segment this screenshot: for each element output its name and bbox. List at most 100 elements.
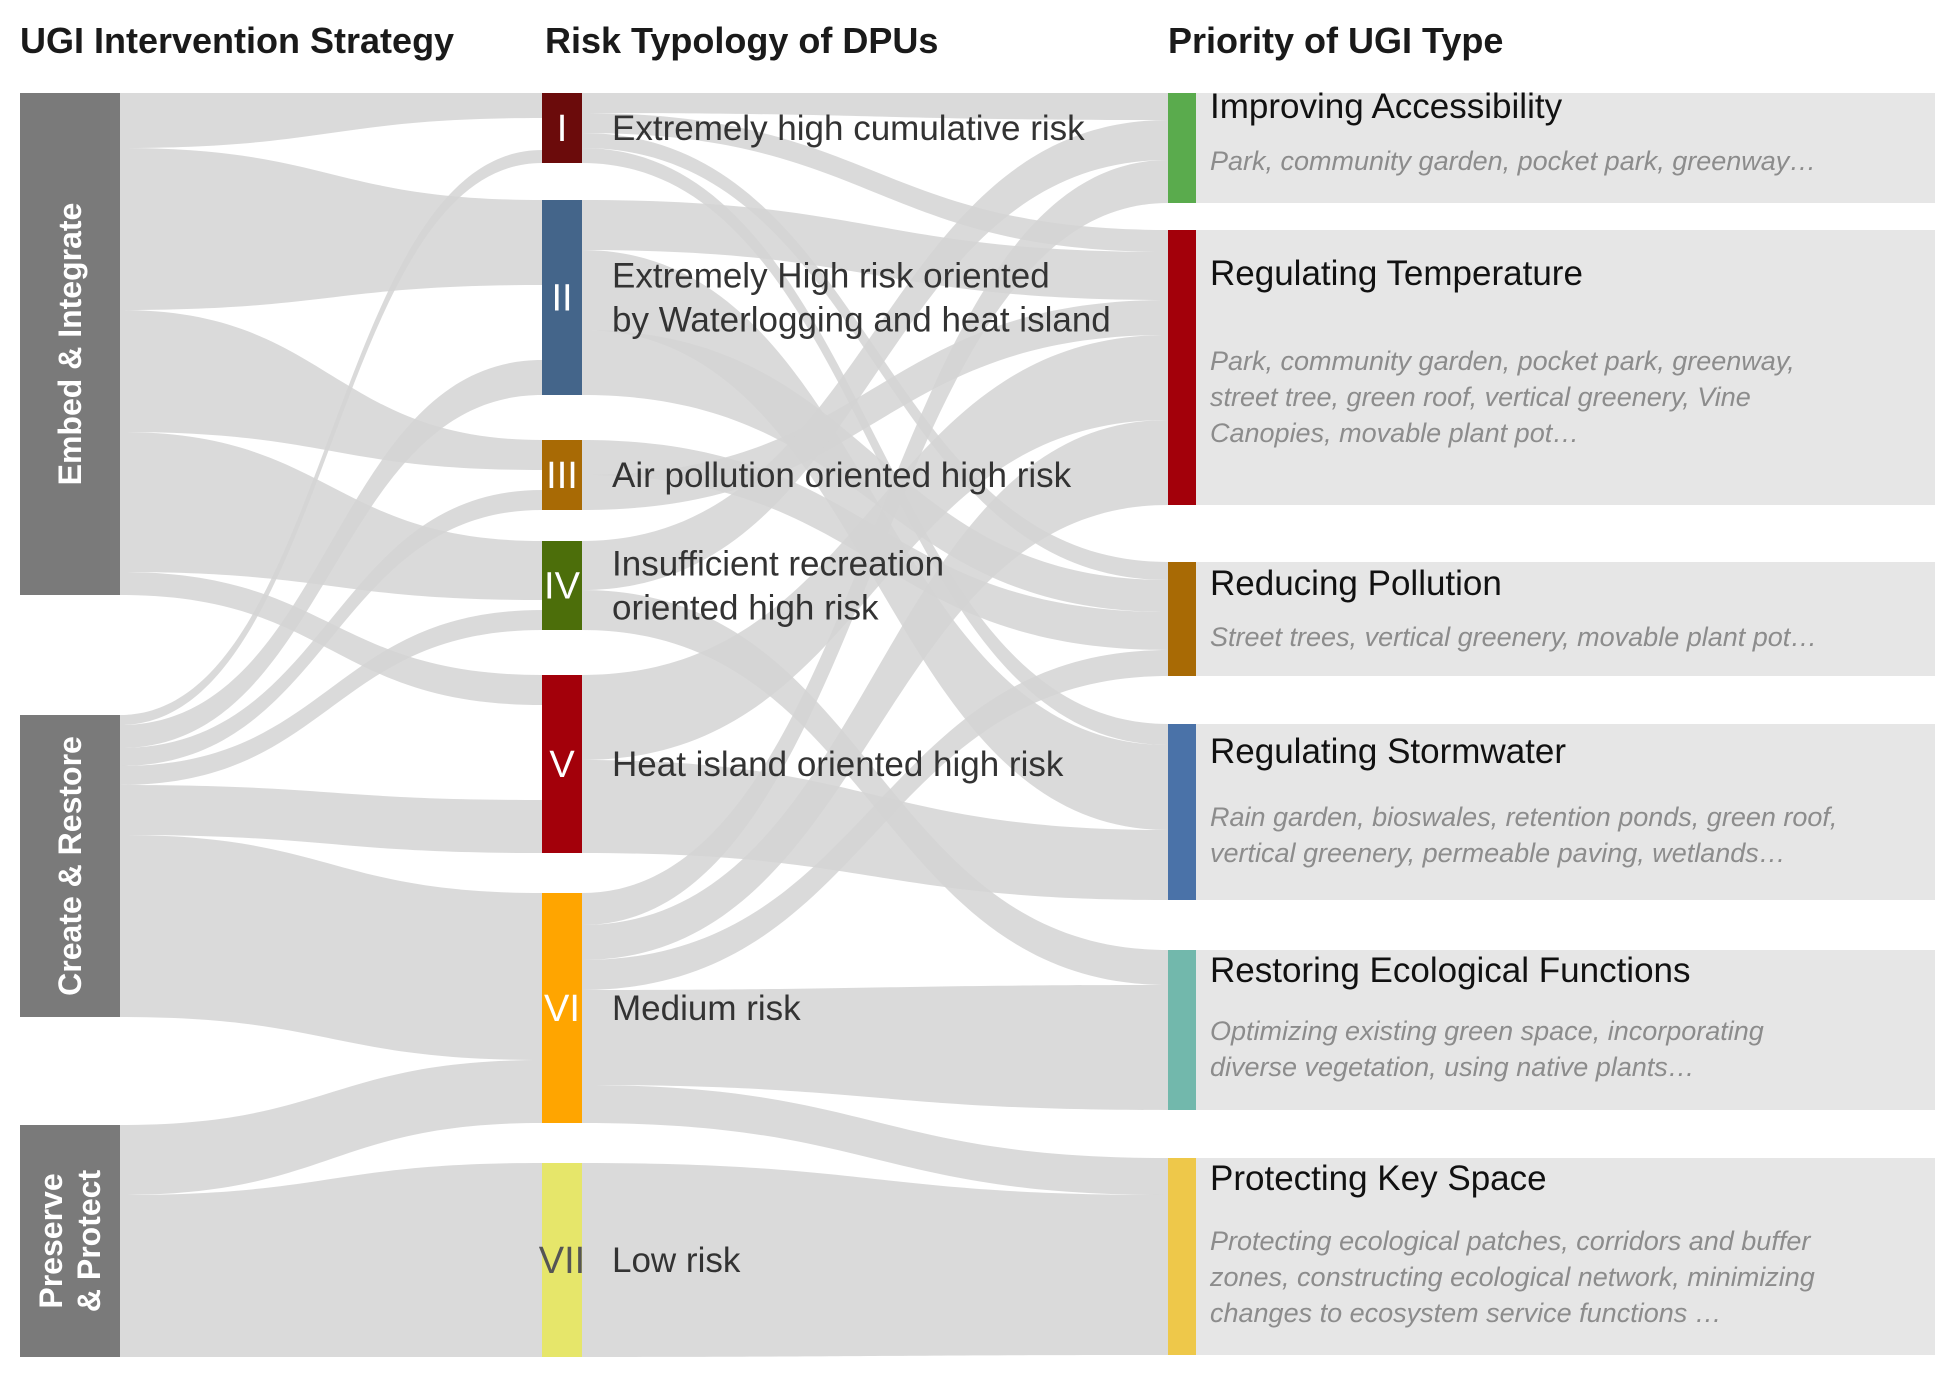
risk-label-IV: Insufficient recreation oriented high ris… bbox=[612, 545, 944, 628]
priority-node-temp bbox=[1168, 230, 1196, 505]
strategy-label-line: Create & Restore bbox=[52, 736, 88, 996]
risk-numeral-VII: VII bbox=[539, 1240, 585, 1282]
flow-links bbox=[120, 93, 1168, 1357]
priority-title-key: Protecting Key Space bbox=[1210, 1159, 1547, 1198]
priority-desc-eco: Optimizing existing green space, incorpo… bbox=[1210, 1016, 1764, 1082]
flow-risk-VI-to-pollution bbox=[582, 650, 1168, 990]
priority-desc-line: Protecting ecological patches, corridors… bbox=[1210, 1226, 1811, 1256]
risk-numeral-II: II bbox=[551, 278, 572, 320]
risk-node-VI bbox=[542, 893, 582, 1123]
priority-node-eco bbox=[1168, 950, 1196, 1110]
priority-desc-line: Park, community garden, pocket park, gre… bbox=[1210, 346, 1795, 376]
priority-desc-line: changes to ecosystem service functions … bbox=[1210, 1298, 1722, 1328]
risk-node-III bbox=[542, 440, 582, 510]
flow-embed-to-risk-II bbox=[120, 148, 542, 310]
flow-risk-I-to-access bbox=[582, 93, 1168, 120]
risk-label-line: Extremely High risk oriented bbox=[612, 257, 1050, 296]
risk-label-VI: Medium risk bbox=[612, 989, 801, 1028]
strategy-column-title: UGI Intervention Strategy bbox=[20, 20, 454, 61]
node-labels: Embed & Integrate Create & Restore Preserv… bbox=[33, 87, 1837, 1328]
risk-node-VII bbox=[542, 1163, 582, 1357]
strategy-node-embed bbox=[20, 93, 120, 595]
strategy-label-preserve: Preserve& Protect bbox=[33, 1170, 107, 1313]
flow-create-to-risk-VI bbox=[120, 835, 542, 1060]
priority-title-storm: Regulating Stormwater bbox=[1210, 732, 1566, 771]
priority-desc-storm: Rain garden, bioswales, retention ponds,… bbox=[1210, 802, 1837, 868]
risk-column-title: Risk Typology of DPUs bbox=[545, 20, 938, 61]
strategy-label-create: Create & Restore bbox=[52, 736, 88, 996]
strategy-label-line: Embed & Integrate bbox=[52, 203, 88, 486]
priority-desc-pollution: Street trees, vertical greenery, movable… bbox=[1210, 622, 1817, 652]
priority-panel-eco bbox=[1168, 950, 1935, 1110]
priority-desc-line: Optimizing existing green space, incorpo… bbox=[1210, 1016, 1764, 1046]
flow-create-to-risk-I bbox=[120, 150, 542, 725]
priority-desc-line: diverse vegetation, using native plants… bbox=[1210, 1052, 1695, 1082]
risk-label-V: Heat island oriented high risk bbox=[612, 745, 1064, 784]
flow-risk-VII-to-key bbox=[582, 1163, 1168, 1357]
priority-title-access: Improving Accessibility bbox=[1210, 87, 1563, 126]
priority-panel-key bbox=[1168, 1158, 1935, 1355]
risk-label-line: Heat island oriented high risk bbox=[612, 745, 1064, 784]
risk-node-I bbox=[542, 93, 582, 163]
flow-risk-VI-to-access bbox=[582, 160, 1168, 925]
strategy-node-preserve bbox=[20, 1125, 120, 1357]
priority-column-title: Priority of UGI Type bbox=[1168, 20, 1503, 61]
priority-title-pollution: Reducing Pollution bbox=[1210, 564, 1502, 603]
risk-label-line: Insufficient recreation bbox=[612, 545, 944, 584]
flow-risk-I-to-temp bbox=[582, 113, 1168, 252]
priority-desc-line: Canopies, movable plant pot… bbox=[1210, 418, 1579, 448]
risk-node-IV bbox=[542, 541, 582, 630]
priority-desc-line: Rain garden, bioswales, retention ponds,… bbox=[1210, 802, 1837, 832]
flow-risk-IV-to-access bbox=[582, 120, 1168, 590]
flow-create-to-risk-II bbox=[120, 360, 542, 748]
priority-node-pollution bbox=[1168, 562, 1196, 676]
priority-desc-line: Park, community garden, pocket park, gre… bbox=[1210, 146, 1816, 176]
priority-node-key bbox=[1168, 1158, 1196, 1355]
strategy-node-create bbox=[20, 715, 120, 1017]
priority-desc-temp: Park, community garden, pocket park, gre… bbox=[1210, 346, 1795, 448]
risk-label-I: Extremely high cumulative risk bbox=[612, 109, 1085, 148]
flow-create-to-risk-III bbox=[120, 490, 542, 766]
flow-risk-III-to-temp bbox=[582, 300, 1168, 510]
flow-risk-I-to-storm bbox=[582, 148, 1168, 745]
priority-panel-temp bbox=[1168, 230, 1935, 505]
risk-label-line: Air pollution oriented high risk bbox=[612, 456, 1072, 495]
risk-label-line: Medium risk bbox=[612, 989, 801, 1028]
strategy-label-line: Preserve bbox=[33, 1173, 69, 1308]
risk-node-II bbox=[542, 200, 582, 395]
flow-embed-to-risk-I bbox=[120, 93, 542, 148]
flow-embed-to-risk-V bbox=[120, 572, 542, 705]
risk-node-V bbox=[542, 675, 582, 853]
risk-numeral-VI: VI bbox=[544, 988, 580, 1030]
priority-panel-access bbox=[1168, 93, 1935, 203]
flow-embed-to-risk-IV bbox=[120, 432, 542, 600]
priority-panels bbox=[1168, 93, 1935, 1355]
flow-risk-IV-to-eco bbox=[582, 590, 1168, 985]
priority-title-temp: Regulating Temperature bbox=[1210, 254, 1583, 293]
flow-create-to-risk-V bbox=[120, 785, 542, 853]
risk-label-line: oriented high risk bbox=[612, 589, 879, 628]
risk-label-III: Air pollution oriented high risk bbox=[612, 456, 1072, 495]
priority-title-eco: Restoring Ecological Functions bbox=[1210, 951, 1691, 990]
priority-desc-line: vertical greenery, permeable paving, wet… bbox=[1210, 838, 1786, 868]
priority-desc-key: Protecting ecological patches, corridors… bbox=[1209, 1226, 1815, 1328]
priority-desc-line: street tree, green roof, vertical greene… bbox=[1210, 382, 1751, 412]
risk-numeral-I: I bbox=[557, 108, 568, 150]
risk-label-II: Extremely High risk oriented by Waterlogg… bbox=[612, 257, 1111, 340]
risk-numeral-V: V bbox=[549, 744, 575, 786]
flow-preserve-to-risk-VII bbox=[120, 1163, 542, 1357]
flow-create-to-risk-IV bbox=[120, 610, 542, 785]
priority-desc-line: Street trees, vertical greenery, movable… bbox=[1210, 622, 1817, 652]
flow-risk-VI-to-eco bbox=[582, 985, 1168, 1110]
risk-label-VII: Low risk bbox=[612, 1241, 741, 1280]
risk-label-line: by Waterlogging and heat island bbox=[612, 301, 1111, 340]
risk-numeral-III: III bbox=[546, 455, 578, 497]
node-bars bbox=[20, 93, 1196, 1357]
flow-risk-VI-to-key bbox=[582, 1085, 1168, 1195]
priority-node-storm bbox=[1168, 724, 1196, 900]
priority-desc-access: Park, community garden, pocket park, gre… bbox=[1210, 146, 1816, 176]
flow-risk-II-to-pollution bbox=[582, 330, 1168, 612]
risk-label-line: Extremely high cumulative risk bbox=[612, 109, 1085, 148]
